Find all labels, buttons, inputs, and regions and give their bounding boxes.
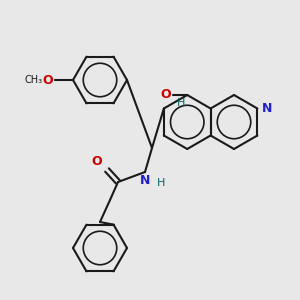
Text: CH₃: CH₃ <box>25 75 43 85</box>
Text: O: O <box>42 74 53 86</box>
Text: H: H <box>177 98 185 108</box>
Text: O: O <box>160 88 171 101</box>
Text: N: N <box>140 174 150 187</box>
Text: H: H <box>157 178 165 188</box>
Text: O: O <box>92 155 102 168</box>
Text: N: N <box>261 102 272 115</box>
